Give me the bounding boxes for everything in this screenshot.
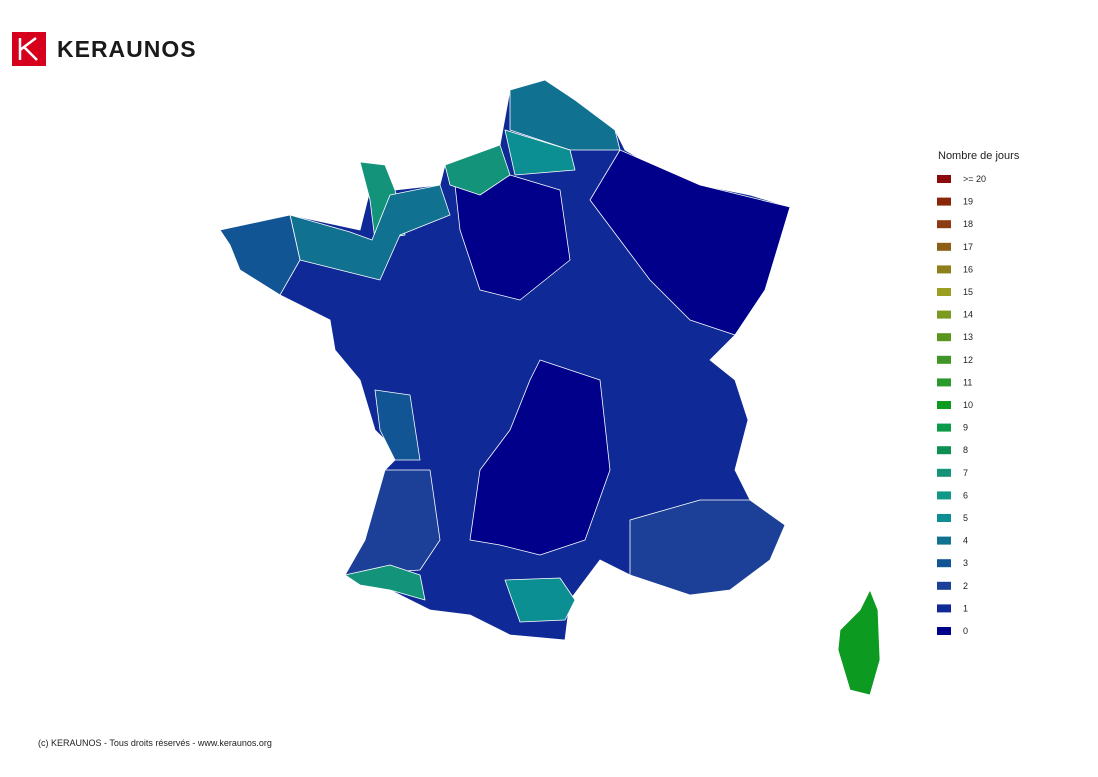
legend-label: 10 <box>963 400 973 410</box>
legend-swatch <box>937 468 951 477</box>
legend-swatch <box>937 446 951 455</box>
map-area <box>454 174 571 301</box>
map-area <box>344 469 441 576</box>
brand: KERAUNOS <box>57 36 197 62</box>
legend-swatch <box>937 197 951 206</box>
legend-label: 6 <box>963 490 968 500</box>
legend-swatch <box>937 242 951 251</box>
legend-label: 13 <box>963 332 973 342</box>
map-area <box>837 589 881 696</box>
legend-title: Nombre de jours <box>938 150 1020 162</box>
legend-swatch <box>937 491 951 500</box>
map-area <box>289 184 451 281</box>
map-area <box>504 129 576 176</box>
legend-label: 7 <box>963 468 968 478</box>
map-area <box>509 79 621 151</box>
legend-label: 0 <box>963 626 968 636</box>
legend-label: 16 <box>963 264 973 274</box>
map-area <box>344 564 426 601</box>
map <box>219 79 881 696</box>
legend-label: 11 <box>963 377 972 387</box>
legend-swatch <box>937 355 951 364</box>
map-area <box>469 359 611 556</box>
legend-label: 12 <box>963 355 973 365</box>
map-area <box>589 149 791 336</box>
logo-glyph <box>18 37 38 61</box>
legend-label: 18 <box>963 219 973 229</box>
legend-label: 14 <box>963 310 973 320</box>
map-area <box>444 144 511 196</box>
legend-label: >= 20 <box>963 174 986 184</box>
map-area <box>374 389 421 461</box>
legend-swatch <box>937 604 951 613</box>
legend-label: 3 <box>963 558 968 568</box>
legend-swatch <box>937 333 951 342</box>
legend-label: 15 <box>963 287 973 297</box>
legend-label: 4 <box>963 536 968 546</box>
legend-swatch <box>937 265 951 274</box>
legend-swatch <box>937 310 951 319</box>
footer: (c) KERAUNOS - Tous droits réservés - ww… <box>38 738 272 748</box>
legend-swatch <box>937 220 951 229</box>
map-area <box>219 214 301 296</box>
logo-mark <box>12 32 46 66</box>
legend-label: 8 <box>963 445 968 455</box>
legend-swatch <box>937 175 951 183</box>
legend-swatch <box>937 378 951 387</box>
legend-label: 5 <box>963 513 968 523</box>
legend-swatch <box>937 288 951 296</box>
legend-swatch <box>937 401 951 409</box>
legend-swatch <box>937 559 951 568</box>
legend-label: 9 <box>963 423 968 433</box>
map-area <box>629 499 786 596</box>
legend-swatch <box>937 423 951 432</box>
map-area <box>504 577 576 623</box>
legend-swatch <box>937 514 951 522</box>
legend-swatch <box>937 581 951 590</box>
legend-label: 19 <box>963 197 973 207</box>
legend-swatch <box>937 536 951 545</box>
legend-label: 17 <box>963 242 973 252</box>
legend-swatch <box>937 627 951 635</box>
legend-label: 2 <box>963 581 968 591</box>
legend-label: 1 <box>963 603 968 613</box>
